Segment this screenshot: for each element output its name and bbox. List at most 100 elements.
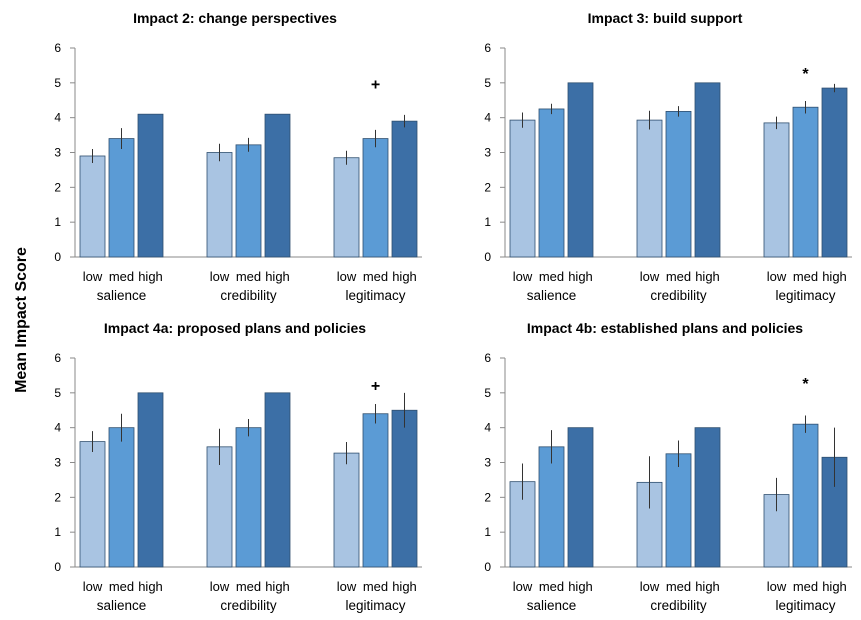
y-tick-label: 5 (484, 386, 491, 400)
bar-salience-high (137, 113, 164, 258)
significance-marker: * (802, 376, 809, 393)
y-tick-label: 0 (54, 560, 61, 574)
category-label-med: med (539, 269, 564, 284)
y-tick-label: 5 (484, 76, 491, 90)
category-label-low: low (767, 579, 787, 594)
bar-legitimacy-low (333, 452, 360, 568)
bar-legitimacy-med (792, 423, 819, 568)
y-tick-label: 3 (54, 456, 61, 470)
bar-credibility-low (206, 152, 233, 258)
significance-marker: * (802, 66, 809, 83)
category-label-high: high (568, 579, 593, 594)
category-label-high: high (568, 269, 593, 284)
y-tick-label: 4 (484, 421, 491, 435)
y-tick-label: 4 (54, 111, 61, 125)
y-tick-label: 1 (54, 525, 61, 539)
category-label-high: high (695, 269, 720, 284)
group-label-legitimacy: legitimacy (775, 598, 835, 613)
category-label-high: high (138, 579, 163, 594)
bar-credibility-high (694, 427, 721, 568)
y-tick-label: 2 (54, 490, 61, 504)
y-tick-label: 6 (484, 41, 491, 55)
bar-salience-high (567, 427, 594, 568)
bar-salience-high (567, 82, 594, 258)
group-label-credibility: credibility (220, 598, 277, 613)
category-label-med: med (793, 579, 818, 594)
category-label-low: low (640, 269, 660, 284)
category-label-low: low (210, 269, 230, 284)
bar-salience-med (108, 427, 135, 568)
category-label-high: high (822, 579, 847, 594)
y-tick-label: 2 (54, 180, 61, 194)
category-label-low: low (83, 269, 103, 284)
category-label-low: low (337, 269, 357, 284)
group-label-salience: salience (527, 598, 577, 613)
chart-title: Impact 4a: proposed plans and policies (104, 320, 366, 336)
group-label-legitimacy: legitimacy (775, 288, 835, 303)
y-tick-label: 1 (484, 525, 491, 539)
chart-title: Impact 2: change perspectives (133, 10, 337, 26)
group-label-credibility: credibility (650, 288, 707, 303)
y-tick-label: 4 (484, 111, 491, 125)
bar-legitimacy-high (821, 87, 848, 258)
category-label-med: med (539, 579, 564, 594)
y-axis-label: Mean Impact Score (13, 247, 30, 393)
bar-legitimacy-high (391, 409, 418, 568)
category-label-high: high (392, 579, 417, 594)
category-label-high: high (265, 579, 290, 594)
category-label-low: low (83, 579, 103, 594)
bar-salience-med (538, 108, 565, 258)
bar-legitimacy-low (763, 122, 790, 258)
category-label-med: med (363, 579, 388, 594)
category-label-low: low (210, 579, 230, 594)
category-label-med: med (236, 579, 261, 594)
category-label-med: med (236, 269, 261, 284)
category-label-high: high (822, 269, 847, 284)
chart-title: Impact 4b: established plans and policie… (527, 320, 803, 336)
y-tick-label: 1 (54, 215, 61, 229)
y-tick-label: 1 (484, 215, 491, 229)
bar-legitimacy-low (333, 157, 360, 258)
group-label-credibility: credibility (220, 288, 277, 303)
y-tick-label: 2 (484, 490, 491, 504)
group-label-credibility: credibility (650, 598, 707, 613)
category-label-high: high (138, 269, 163, 284)
group-label-salience: salience (527, 288, 577, 303)
bar-credibility-med (235, 144, 262, 258)
y-tick-label: 0 (484, 560, 491, 574)
significance-marker: + (371, 77, 380, 94)
group-label-legitimacy: legitimacy (345, 288, 405, 303)
category-label-low: low (337, 579, 357, 594)
bar-legitimacy-high (391, 120, 418, 258)
group-label-salience: salience (97, 598, 147, 613)
bar-salience-med (538, 446, 565, 568)
bar-salience-low (79, 441, 106, 568)
category-label-med: med (666, 579, 691, 594)
bar-salience-med (108, 138, 135, 258)
category-label-low: low (640, 579, 660, 594)
bar-legitimacy-med (362, 413, 389, 568)
y-tick-label: 2 (484, 180, 491, 194)
y-tick-label: 6 (484, 351, 491, 365)
y-tick-label: 4 (54, 421, 61, 435)
bar-salience-high (137, 392, 164, 568)
bar-credibility-high (264, 113, 291, 258)
bar-credibility-high (264, 392, 291, 568)
chart-title: Impact 3: build support (588, 10, 743, 26)
category-label-med: med (363, 269, 388, 284)
chart-impact-4a: Impact 4a: proposed plans and policies 0 1… (54, 320, 422, 613)
y-tick-label: 3 (484, 146, 491, 160)
bar-salience-low (509, 119, 536, 258)
category-label-high: high (392, 269, 417, 284)
category-label-med: med (109, 269, 134, 284)
chart-impact-4b: Impact 4b: established plans and policie… (484, 320, 852, 613)
y-tick-label: 3 (484, 456, 491, 470)
bar-credibility-med (665, 110, 692, 258)
category-label-high: high (265, 269, 290, 284)
y-tick-label: 6 (54, 41, 61, 55)
bar-credibility-med (665, 453, 692, 568)
category-label-med: med (666, 269, 691, 284)
bar-salience-low (79, 155, 106, 258)
